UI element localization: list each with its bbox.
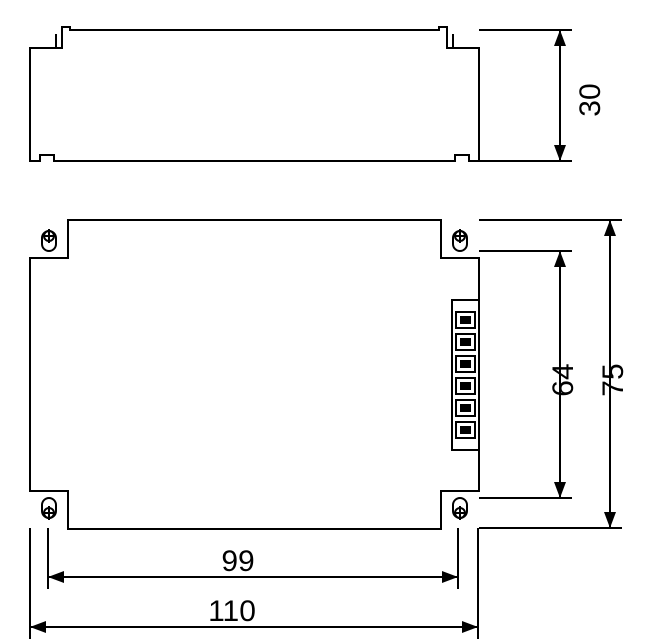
side-view-outline [30, 27, 479, 161]
arrowhead [554, 482, 566, 498]
terminal-slot-hole [460, 426, 471, 434]
arrowhead [462, 621, 478, 633]
dim-label-110: 110 [208, 595, 256, 628]
arrowhead [48, 571, 64, 583]
terminal-slot-hole [460, 338, 471, 346]
dim-label-99: 99 [221, 545, 254, 578]
arrowhead [442, 571, 458, 583]
top-view-outline [30, 220, 479, 529]
terminal-slot-hole [460, 382, 471, 390]
arrowhead [604, 512, 616, 528]
arrowhead [554, 145, 566, 161]
terminal-slot-hole [460, 360, 471, 368]
terminal-slot-hole [460, 316, 471, 324]
dim-label-30: 30 [574, 83, 607, 116]
dim-label-75: 75 [597, 363, 630, 396]
terminal-slot-hole [460, 404, 471, 412]
arrowhead [30, 621, 46, 633]
arrowhead [554, 30, 566, 46]
arrowhead [554, 251, 566, 267]
arrowhead [604, 220, 616, 236]
dim-label-64: 64 [547, 363, 580, 396]
